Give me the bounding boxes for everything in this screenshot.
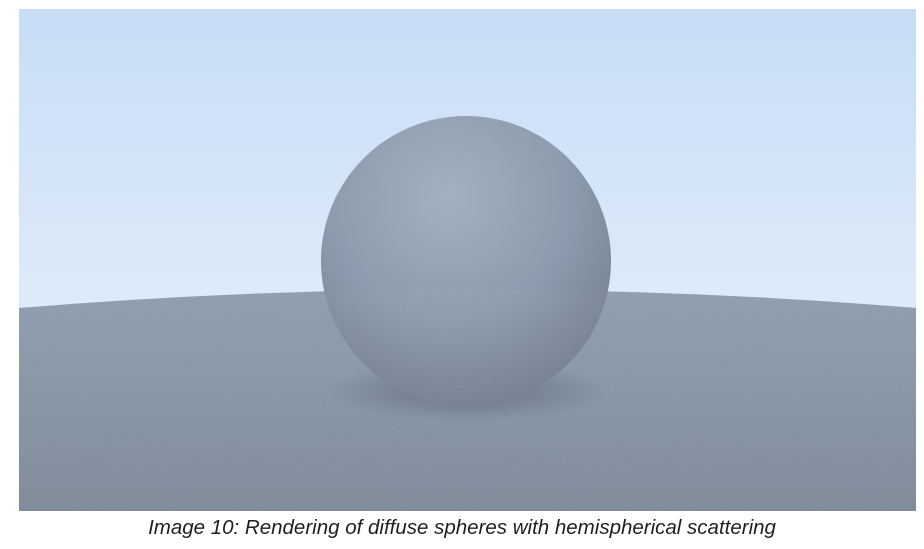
sphere-grain: [321, 116, 611, 406]
figure-caption: Image 10: Rendering of diffuse spheres w…: [148, 516, 776, 539]
rendered-image: [19, 9, 916, 511]
